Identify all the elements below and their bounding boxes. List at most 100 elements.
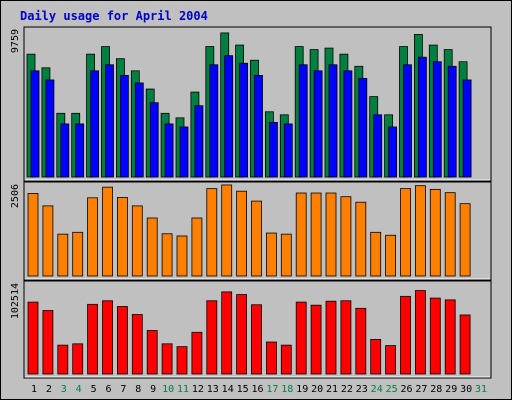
day-label-11: 11 — [177, 384, 189, 395]
bar-bottom-day-1 — [27, 301, 39, 375]
bar-bottom-day-15 — [236, 294, 248, 375]
day-label-2: 2 — [46, 384, 52, 395]
panels-layer — [23, 26, 492, 379]
bar-bottom-day-24 — [370, 338, 382, 375]
bar-top-front-day-12 — [194, 105, 204, 178]
day-label-28: 28 — [430, 384, 442, 395]
bar-middle-day-29 — [444, 192, 456, 277]
bar-middle-day-23 — [355, 201, 367, 277]
bar-middle-day-7 — [117, 197, 128, 277]
top-panel-background — [23, 26, 492, 182]
bar-top-front-day-4 — [75, 123, 85, 178]
day-label-3: 3 — [61, 384, 67, 395]
day-label-9: 9 — [150, 384, 156, 395]
bar-bottom-day-22 — [340, 300, 352, 375]
bar-top-front-day-14 — [224, 55, 234, 178]
bottom-panel-background — [23, 280, 492, 379]
bars-layer — [26, 32, 472, 375]
chart-title: Daily usage for April 2004 — [20, 9, 208, 23]
bar-top-front-day-26 — [403, 64, 412, 178]
bar-bottom-day-29 — [444, 299, 456, 375]
bar-bottom-day-19 — [295, 301, 307, 375]
day-label-12: 12 — [192, 384, 204, 395]
bottom-max-label: 102514 — [10, 283, 21, 319]
bar-top-front-day-16 — [254, 74, 263, 178]
bar-top-front-day-27 — [417, 56, 427, 178]
bar-middle-day-10 — [161, 233, 173, 277]
day-label-15: 15 — [237, 384, 249, 395]
bar-middle-day-14 — [221, 184, 233, 277]
bar-middle-day-9 — [146, 217, 158, 277]
day-label-29: 29 — [445, 384, 457, 395]
bar-middle-day-8 — [131, 205, 143, 277]
bar-middle-day-3 — [57, 233, 69, 277]
bar-middle-day-12 — [191, 217, 203, 277]
day-label-24: 24 — [371, 384, 383, 395]
bar-bottom-day-23 — [355, 307, 367, 375]
day-label-8: 8 — [135, 384, 141, 395]
bar-bottom-day-12 — [191, 331, 203, 375]
day-label-18: 18 — [281, 384, 293, 395]
day-label-14: 14 — [222, 384, 234, 395]
bar-top-front-day-23 — [358, 78, 368, 178]
bar-bottom-day-6 — [102, 300, 113, 375]
bar-middle-day-26 — [400, 188, 411, 277]
bar-middle-day-24 — [370, 231, 382, 277]
bar-middle-day-13 — [206, 188, 218, 277]
bar-bottom-day-17 — [265, 341, 277, 375]
bar-bottom-day-18 — [280, 344, 292, 375]
bar-middle-day-1 — [27, 192, 39, 277]
day-label-6: 6 — [105, 384, 111, 395]
bar-middle-day-15 — [236, 190, 248, 277]
bar-top-front-day-1 — [30, 70, 40, 178]
bar-middle-day-4 — [72, 231, 84, 277]
bar-top-front-day-30 — [462, 79, 472, 178]
bar-bottom-day-28 — [429, 297, 441, 375]
bar-top-front-day-11 — [179, 126, 189, 178]
bar-top-front-day-6 — [105, 64, 114, 178]
bar-middle-day-5 — [87, 197, 98, 277]
day-label-23: 23 — [356, 384, 368, 395]
day-label-25: 25 — [386, 384, 398, 395]
day-label-16: 16 — [251, 384, 263, 395]
bar-middle-day-28 — [429, 188, 441, 277]
bar-bottom-day-14 — [221, 291, 233, 375]
day-label-1: 1 — [31, 384, 37, 395]
bar-top-front-day-19 — [298, 64, 308, 178]
bar-middle-day-27 — [414, 185, 426, 277]
bar-bottom-day-11 — [176, 346, 188, 375]
day-label-17: 17 — [266, 384, 278, 395]
middle-max-label: 2506 — [10, 184, 21, 208]
bar-middle-day-25 — [385, 234, 397, 277]
bar-top-front-day-8 — [134, 82, 144, 178]
bar-middle-day-30 — [459, 203, 471, 277]
bar-middle-day-19 — [295, 192, 307, 277]
bar-top-front-day-28 — [432, 61, 442, 178]
bar-bottom-day-7 — [117, 306, 128, 375]
bar-top-front-day-22 — [343, 70, 353, 178]
bar-bottom-day-26 — [400, 295, 411, 375]
bar-middle-day-22 — [340, 196, 352, 277]
day-label-22: 22 — [341, 384, 353, 395]
bar-top-front-day-20 — [313, 70, 323, 178]
bar-top-front-day-21 — [328, 64, 338, 178]
bar-bottom-day-9 — [146, 330, 158, 375]
bar-bottom-day-5 — [87, 303, 98, 375]
bar-bottom-day-4 — [72, 343, 84, 375]
bar-bottom-day-16 — [251, 304, 262, 375]
bar-middle-day-6 — [102, 186, 113, 277]
day-label-27: 27 — [415, 384, 427, 395]
day-label-31: 31 — [475, 384, 487, 395]
bar-top-front-day-5 — [90, 70, 99, 178]
bar-top-front-day-25 — [388, 126, 398, 178]
bar-bottom-day-2 — [42, 310, 54, 375]
day-label-21: 21 — [326, 384, 338, 395]
bar-bottom-day-21 — [325, 300, 337, 375]
day-label-30: 30 — [460, 384, 472, 395]
bar-top-front-day-24 — [373, 114, 383, 178]
day-label-10: 10 — [162, 384, 174, 395]
bar-middle-day-16 — [251, 200, 262, 277]
